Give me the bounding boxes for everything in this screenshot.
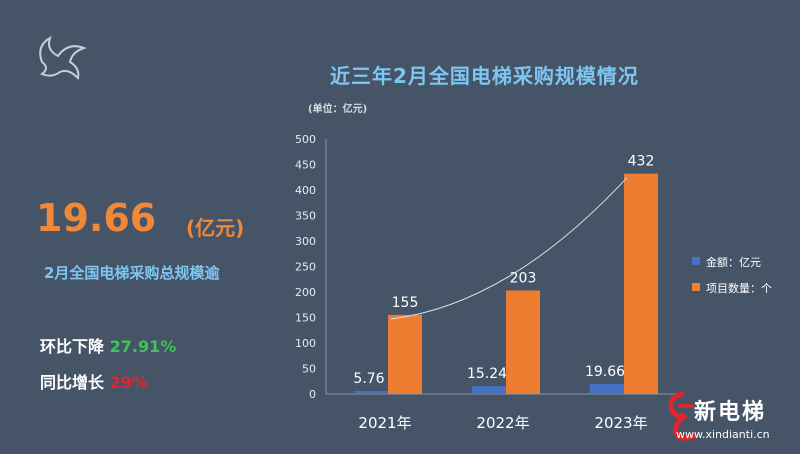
headline-value: 19.66 [36,196,157,240]
brand-e-icon [668,391,697,441]
data-label-count: 203 [510,270,537,286]
data-label-count: 432 [628,154,655,170]
headline-subtitle: 2月全国电梯采购总规模逾 [44,264,220,282]
bird-logo-icon [39,35,87,81]
bar-count [624,173,658,394]
y-tick-label: 50 [302,363,316,376]
y-tick-label: 450 [295,159,316,172]
y-tick-label: 200 [295,286,316,299]
x-tick-label: 2022年 [476,414,529,432]
data-label-count: 155 [392,295,419,311]
stat-mom-label: 环比下降 [40,337,105,356]
legend-swatch [692,257,700,265]
legend-swatch [692,283,700,291]
chart-title: 近三年2月全国电梯采购规模情况 [330,64,639,88]
bar-amount [590,383,624,394]
data-label-amount: 19.66 [585,364,625,380]
y-tick-label: 100 [295,337,316,350]
stat-mom-value: 27.91% [109,337,177,356]
data-label-amount: 15.24 [467,366,507,382]
bar-count [506,290,540,394]
stat-yoy: 同比增长 29% [40,369,148,393]
legend-label: 项目数量：个 [706,282,772,295]
y-tick-label: 300 [295,235,316,248]
y-tick-label: 350 [295,210,316,223]
bar-amount [472,386,506,394]
y-tick-label: 150 [295,312,316,325]
y-tick-label: 0 [309,388,316,401]
x-tick-label: 2023年 [594,414,647,432]
data-label-amount: 5.76 [353,371,384,387]
y-tick-label: 500 [295,133,316,146]
trend-line [390,177,628,320]
stat-yoy-value: 29% [109,373,148,392]
bar-amount [354,391,388,394]
y-tick-label: 250 [295,261,316,274]
y-tick-label: 400 [295,184,316,197]
bar-count [388,314,422,394]
legend-label: 金额：亿元 [706,255,761,269]
stat-mom: 环比下降 27.91% [40,333,176,357]
x-tick-label: 2021年 [358,414,411,432]
brand-url[interactable]: www.xindianti.cn [676,428,770,441]
unit-note: (单位：亿元) [308,104,368,115]
stat-yoy-label: 同比增长 [40,373,105,392]
brand-name: 新电梯 [694,400,767,425]
headline-unit: (亿元) [186,216,245,240]
